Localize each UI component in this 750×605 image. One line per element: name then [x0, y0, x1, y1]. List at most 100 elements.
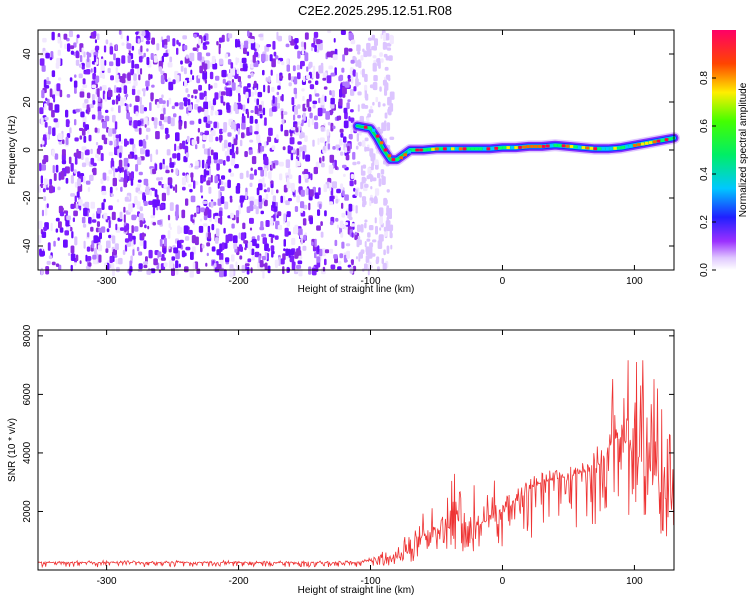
spectrogram-cell: [163, 38, 168, 46]
spectrogram-cell: [163, 237, 167, 247]
spectrogram-cell: [241, 57, 247, 64]
signal-track-cell: [458, 147, 463, 151]
spectrogram-cell: [132, 214, 137, 219]
spectrogram-cell: [222, 78, 226, 84]
spectrogram-cell: [139, 220, 143, 228]
spectrogram-cell: [114, 121, 118, 130]
spectrogram-cell: [354, 179, 357, 185]
spectrogram-cell: [59, 227, 64, 233]
colorbar-label: Normalized spectral amplitude: [738, 82, 749, 217]
signal-track-cell: [363, 125, 368, 129]
spectrogram-cell: [353, 187, 356, 192]
spectrogram-cell: [230, 212, 234, 219]
snr-x-axis: -300 -200 -100 0 100: [97, 330, 643, 587]
spectrogram-cell: [143, 240, 147, 250]
spectrogram-cell: [40, 250, 45, 257]
spectrogram-cell: [332, 125, 336, 130]
spectrogram-cell: [314, 115, 318, 121]
spectrogram-cell: [352, 69, 356, 77]
signal-track-cell: [534, 144, 538, 148]
spectrogram-cell: [300, 209, 303, 213]
spectrogram-cell: [280, 258, 285, 265]
spectrogram-cell: [123, 178, 128, 188]
spectrogram-cell: [167, 62, 173, 68]
spectrogram-cell: [281, 61, 285, 66]
spectrogram-cell: [361, 196, 367, 202]
spectrogram-cell: [247, 30, 250, 37]
spectrogram-cell: [351, 223, 356, 227]
spectrogram-cell: [263, 141, 267, 148]
spectrogram-cell: [237, 128, 240, 135]
spectrogram-cell: [202, 71, 208, 80]
spectrogram-cell: [387, 108, 390, 114]
spectrogram-cell: [364, 73, 368, 82]
spectrogram-cell: [244, 247, 247, 251]
spectrogram-cell: [159, 204, 165, 209]
spectrogram-cell: [192, 75, 195, 81]
spectrogram-cell: [246, 206, 251, 213]
spectrogram-cell: [305, 154, 311, 162]
spectrogram-cell: [334, 239, 338, 247]
spectrogram-cell: [364, 84, 368, 93]
spectrogram-cell: [206, 170, 210, 176]
spectrogram-cell: [338, 260, 342, 265]
spectrogram-cell: [340, 132, 344, 138]
spectrogram-cell: [385, 199, 388, 205]
spectrogram-cell: [274, 235, 279, 240]
spectrogram-cell: [270, 237, 274, 244]
spectrogram-cell: [200, 207, 205, 213]
spectrogram-cell: [211, 246, 216, 252]
spectrogram-cell: [39, 162, 42, 172]
spectrogram-cell: [190, 251, 194, 260]
spectrogram-cell: [247, 83, 251, 88]
spectrogram-cell: [227, 179, 231, 189]
spectrogram-cell: [183, 225, 189, 234]
spectrogram-cell: [339, 220, 344, 229]
spectrogram-cell: [300, 237, 303, 245]
spectrogram-cell: [226, 155, 230, 162]
spectrogram-cell: [61, 207, 64, 211]
spectrogram-cell: [130, 177, 134, 186]
signal-track-cell: [423, 148, 427, 152]
spectrogram-cell: [298, 246, 301, 252]
spectrogram-cell: [238, 232, 241, 239]
spectrogram-cell: [74, 236, 78, 246]
spectrogram-cell: [362, 68, 365, 78]
spectrogram-cell: [303, 42, 307, 50]
spectrogram-cell: [275, 263, 278, 269]
spectrogram-cell: [175, 184, 178, 193]
spectrogram-cell: [133, 199, 139, 206]
spectrogram-cell: [331, 90, 335, 98]
spectrogram-cell: [311, 43, 315, 48]
spectrogram-cell: [341, 212, 346, 218]
spectrogram-cell: [144, 124, 147, 128]
spectrogram-cell: [319, 137, 325, 143]
spectrogram-cell: [294, 251, 299, 259]
spectrogram-cell: [138, 127, 142, 135]
spectrogram-cell: [322, 266, 326, 272]
spectrogram-cell: [118, 257, 123, 265]
spectrogram-cell: [358, 239, 362, 246]
spectrogram-cell: [112, 256, 115, 262]
spectrogram-cell: [320, 162, 325, 168]
signal-track-cell: [617, 146, 621, 150]
spectrogram-cell: [364, 147, 370, 152]
spectrogram-cell: [152, 222, 156, 226]
spectrogram-cell: [299, 234, 304, 239]
spectrogram-cell: [161, 94, 164, 99]
signal-track-cell: [589, 146, 594, 150]
spectrogram-cell: [46, 203, 49, 208]
spectrogram-cell: [341, 241, 345, 249]
spectrogram-cell: [189, 269, 194, 278]
spectrogram-cell: [169, 162, 175, 168]
spectrogram-cell: [276, 73, 279, 82]
spectrogram-cell: [294, 105, 298, 115]
spectrogram-cell: [215, 228, 220, 237]
spectrogram-cell: [119, 227, 125, 231]
spectrogram-cell: [217, 198, 222, 206]
spectrogram-cell: [129, 103, 132, 108]
spectrogram-cell: [84, 124, 89, 130]
spectrogram-cell: [202, 134, 208, 141]
spectrogram-cell: [372, 62, 377, 72]
